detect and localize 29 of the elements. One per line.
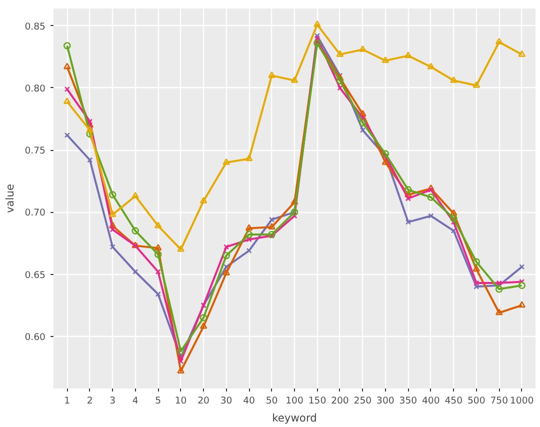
x-tick-label: 2 — [86, 396, 93, 406]
y-tick-label: 0.80 — [24, 83, 46, 94]
x-tick-label: 450 — [444, 396, 463, 406]
x-tick-label: 200 — [331, 396, 349, 406]
x-tick-label: 5 — [155, 396, 162, 406]
x-tick-label: 1000 — [510, 396, 534, 406]
y-tick-label: 0.75 — [24, 146, 46, 157]
x-tick-label: 250 — [354, 396, 372, 406]
x-tick-label: 400 — [422, 396, 440, 406]
y-tick-label: 0.85 — [24, 21, 46, 32]
x-tick-label: 20 — [198, 396, 210, 406]
x-tick-label: 150 — [308, 396, 326, 406]
x-axis-title: keyword — [272, 412, 317, 424]
x-tick-label: 40 — [243, 396, 256, 406]
x-tick-label: 500 — [467, 396, 486, 406]
y-axis-title: value — [4, 184, 17, 214]
x-tick-label: 30 — [220, 396, 232, 406]
y-tick-label: 0.70 — [24, 208, 46, 219]
y-tick-label: 0.65 — [24, 270, 46, 281]
x-tick-label: 50 — [266, 396, 278, 406]
x-tick-label: 100 — [286, 396, 304, 406]
x-tick-label: 10 — [174, 396, 187, 406]
x-tick-label: 3 — [110, 396, 116, 406]
x-tick-label: 4 — [132, 396, 138, 406]
x-tick-label: 1 — [64, 396, 70, 406]
x-tick-label: 300 — [376, 396, 394, 406]
x-tick-label: 750 — [490, 396, 508, 406]
x-tick-label: 350 — [399, 396, 418, 406]
y-tick-label: 0.60 — [24, 332, 46, 343]
